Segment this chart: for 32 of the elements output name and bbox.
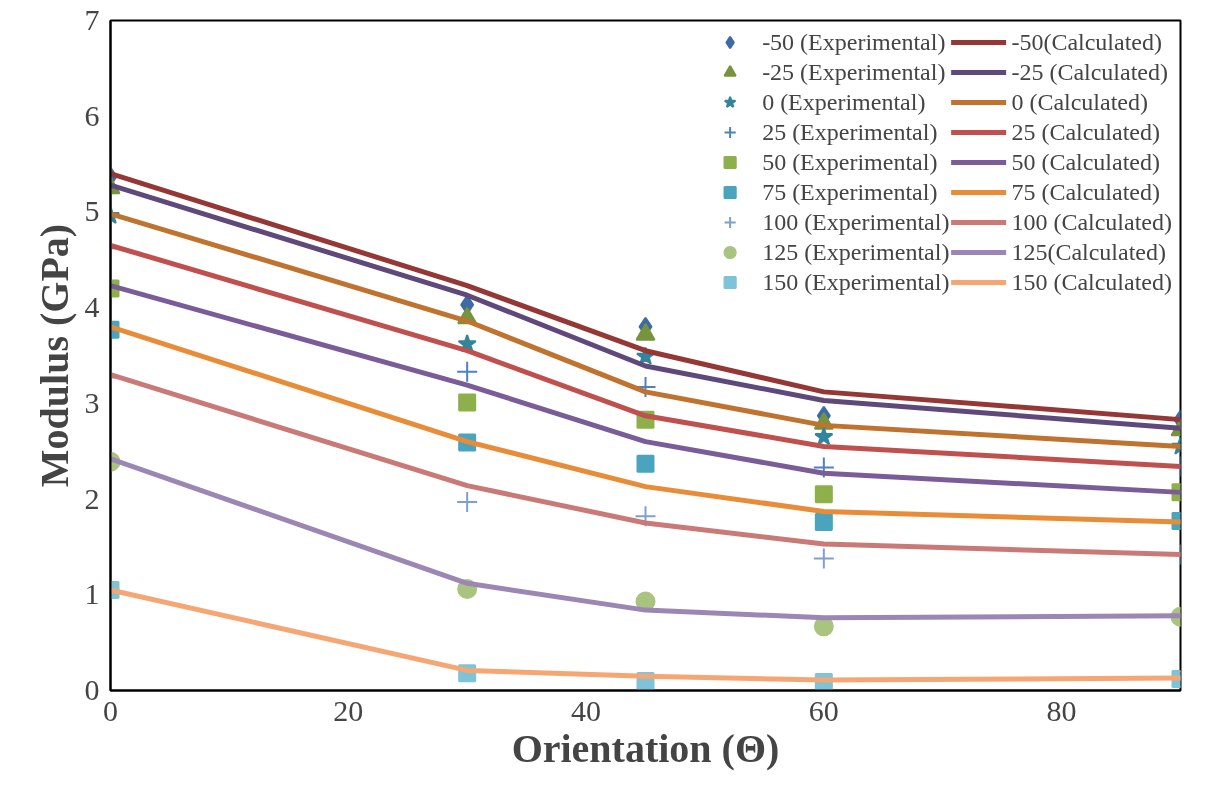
y-tick-label: 3: [84, 385, 100, 419]
y-tick-label: 7: [84, 3, 100, 36]
x-tick-label: 20: [333, 693, 364, 727]
legend-label: 25 (Experimental): [762, 118, 938, 146]
legend-label: 50 (Calculated): [1011, 148, 1160, 176]
legend-label: 50 (Experimental): [762, 148, 938, 176]
legend-label: 25 (Calculated): [1011, 118, 1160, 146]
legend-label: 75 (Experimental): [762, 178, 938, 206]
legend-label: 100 (Experimental): [762, 208, 950, 236]
legend-label: -25 (Experimental): [762, 58, 946, 86]
legend-label: -50 (Experimental): [762, 28, 946, 56]
x-axis-title: Orientation (Θ): [511, 725, 780, 771]
y-tick-label: 4: [84, 290, 100, 324]
legend-label: 0 (Experimental): [762, 88, 926, 116]
y-tick-label: 2: [84, 481, 100, 515]
legend-label: -50(Calculated): [1011, 28, 1162, 56]
y-tick-label: 6: [84, 98, 100, 132]
legend-label: -25 (Calculated): [1011, 58, 1168, 86]
y-tick-label: 5: [84, 194, 100, 228]
y-tick-label: 0: [84, 673, 100, 706]
legend-label: 125(Calculated): [1011, 238, 1166, 266]
legend-label: 150 (Experimental): [762, 268, 950, 296]
legend-label: 150 (Calculated): [1011, 268, 1172, 296]
legend-label: 100 (Calculated): [1011, 208, 1172, 236]
legend-label: 75 (Calculated): [1011, 178, 1160, 206]
legend-label: 125 (Experimental): [762, 238, 950, 266]
x-tick-label: 40: [571, 693, 602, 727]
y-tick-label: 1: [84, 577, 100, 611]
x-tick-label: 60: [808, 693, 839, 727]
x-tick-label: 80: [1046, 693, 1077, 727]
y-axis-title: Modulus (GPa): [31, 223, 77, 488]
legend-label: 0 (Calculated): [1011, 88, 1148, 116]
